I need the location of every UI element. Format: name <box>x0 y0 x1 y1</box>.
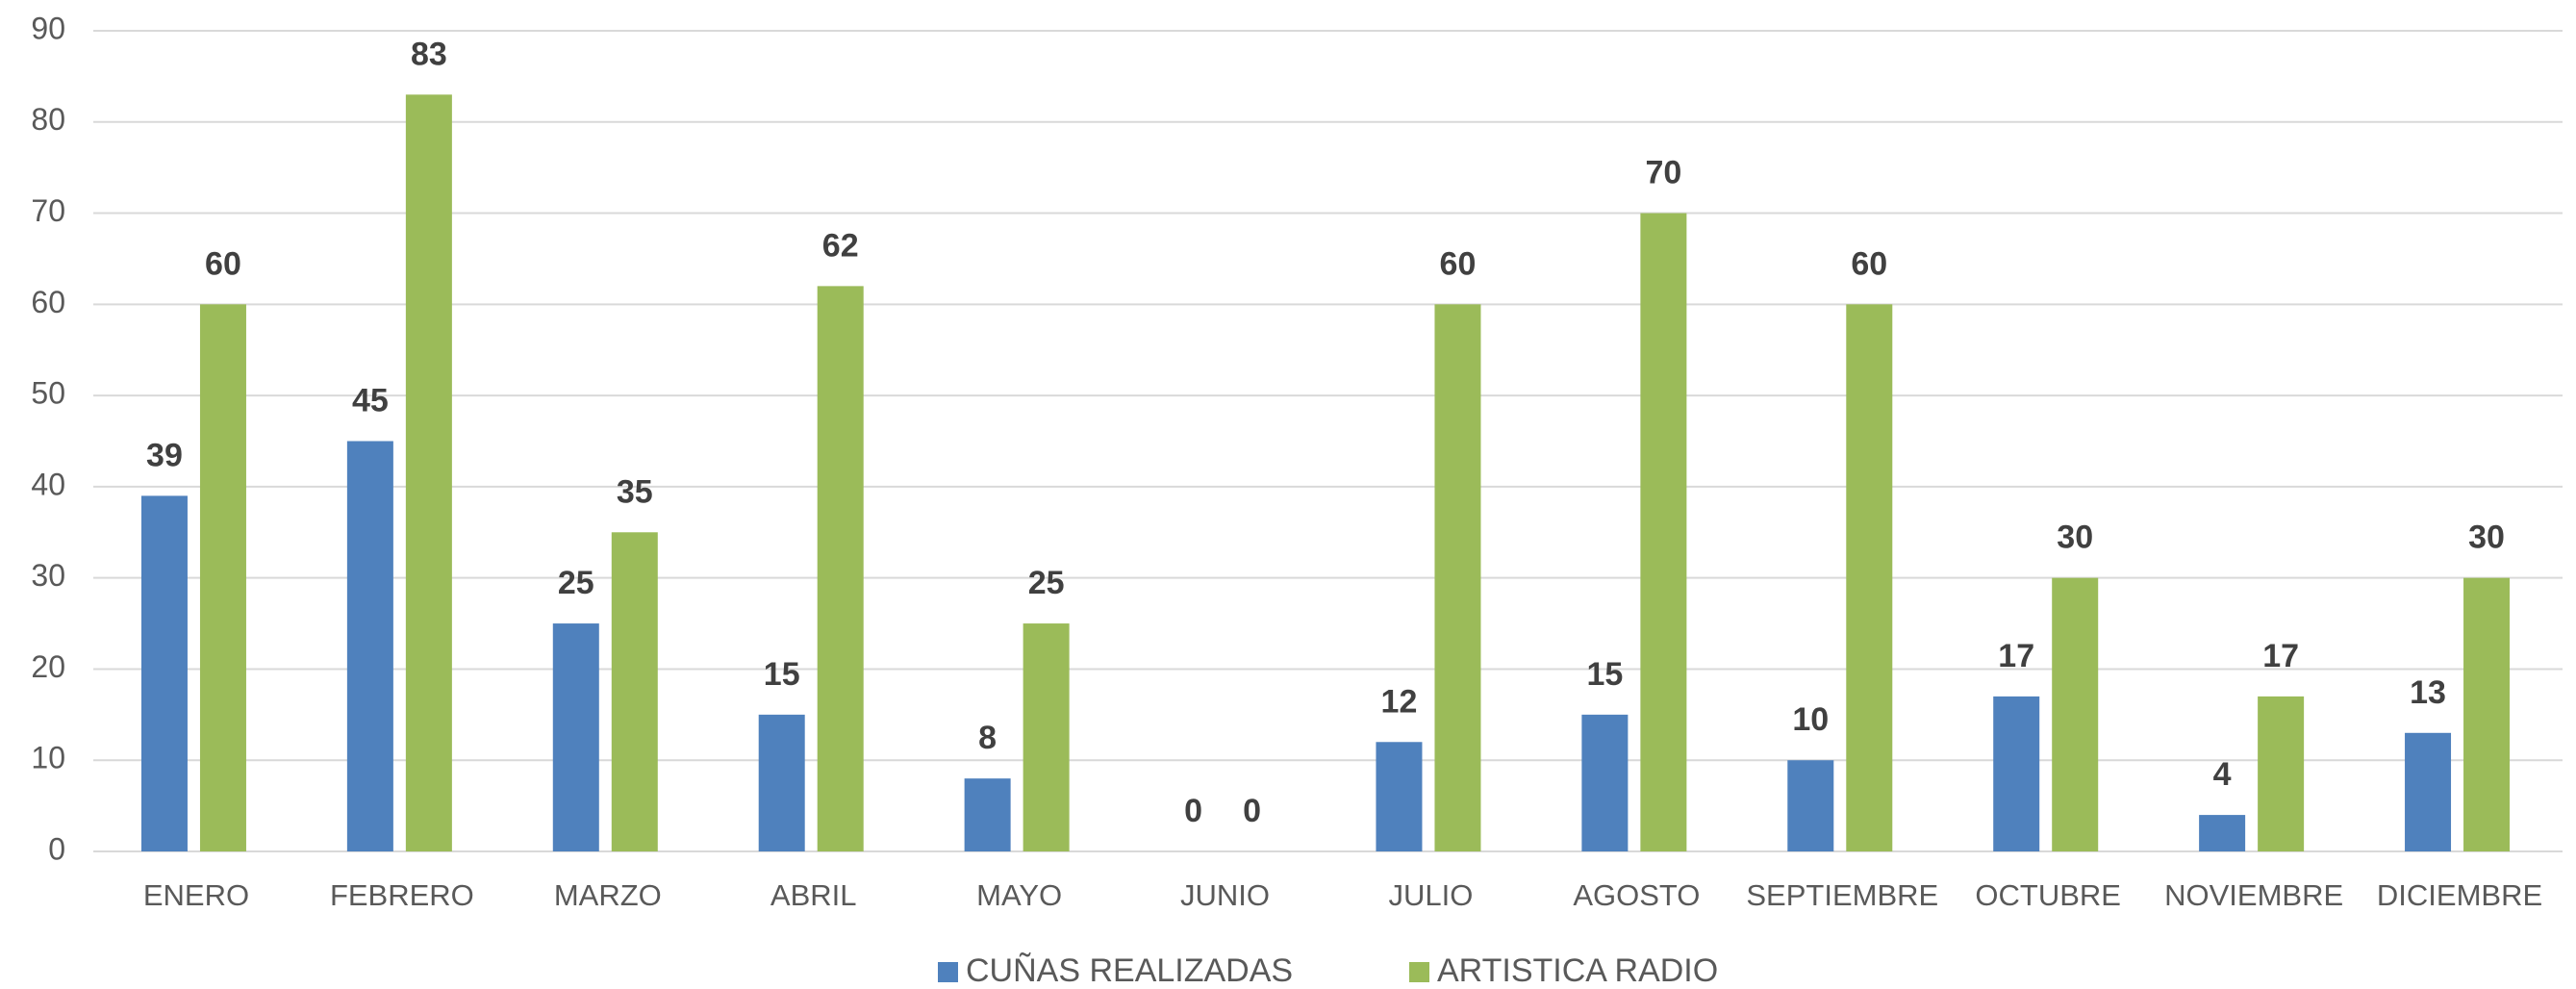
bar <box>1787 760 1834 851</box>
data-label: 60 <box>1851 245 1887 282</box>
x-tick-label: MARZO <box>554 878 662 912</box>
data-label: 4 <box>2213 756 2232 793</box>
y-tick-label: 50 <box>31 376 65 411</box>
x-tick-label: JULIO <box>1389 878 1474 912</box>
bar <box>199 304 246 851</box>
bar <box>140 495 188 851</box>
y-tick-label: 70 <box>31 193 65 228</box>
bar <box>552 623 599 851</box>
data-label: 10 <box>1792 701 1829 738</box>
bar <box>2199 815 2246 851</box>
bar <box>817 286 864 851</box>
data-label: 39 <box>146 437 183 473</box>
bar <box>2052 577 2099 851</box>
x-tick-label: OCTUBRE <box>1975 878 2121 912</box>
x-tick-label: ABRIL <box>770 878 857 912</box>
data-label: 83 <box>411 36 447 72</box>
x-tick-label: NOVIEMBRE <box>2164 878 2343 912</box>
y-tick-label: 20 <box>31 649 65 684</box>
y-tick-label: 10 <box>31 741 65 775</box>
data-label: 0 <box>1243 793 1261 829</box>
y-tick-label: 30 <box>31 558 65 593</box>
bar <box>2463 577 2511 851</box>
data-label: 17 <box>1998 638 2034 674</box>
bar <box>758 714 805 851</box>
x-tick-label: MAYO <box>976 878 1062 912</box>
bar <box>346 441 393 851</box>
data-label: 35 <box>617 473 653 510</box>
bar <box>1023 623 1070 851</box>
y-tick-label: 80 <box>31 102 65 137</box>
bar <box>405 94 452 852</box>
data-label: 17 <box>2262 638 2299 674</box>
bar <box>1434 304 1481 851</box>
legend-swatch <box>938 962 958 982</box>
x-tick-label: FEBRERO <box>330 878 474 912</box>
bar <box>2405 732 2452 851</box>
y-tick-label: 40 <box>31 467 65 501</box>
data-label: 30 <box>2468 520 2505 556</box>
data-label: 45 <box>352 382 389 418</box>
x-tick-label: AGOSTO <box>1573 878 1700 912</box>
bar <box>2258 696 2305 851</box>
bar <box>1846 304 1893 851</box>
data-label: 0 <box>1184 793 1202 829</box>
x-tick-label: ENERO <box>143 878 249 912</box>
bar <box>1581 714 1629 851</box>
y-tick-label: 90 <box>31 11 65 45</box>
data-label: 30 <box>2057 520 2093 556</box>
data-label: 25 <box>1028 565 1065 601</box>
x-tick-label: SEPTIEMBRE <box>1746 878 1938 912</box>
legend-label: ARTISTICA RADIO <box>1437 952 1718 989</box>
data-label: 60 <box>1440 245 1477 282</box>
bar <box>611 532 658 851</box>
y-tick-label: 0 <box>48 831 65 866</box>
bar <box>1640 213 1687 852</box>
bar <box>964 778 1011 851</box>
bar <box>1376 742 1423 851</box>
data-label: 70 <box>1645 155 1681 191</box>
legend-label: CUÑAS REALIZADAS <box>966 952 1293 989</box>
data-label: 12 <box>1381 683 1418 720</box>
y-tick-label: 60 <box>31 285 65 319</box>
data-label: 15 <box>764 656 800 693</box>
data-label: 8 <box>978 720 997 756</box>
data-label: 13 <box>2410 674 2446 711</box>
x-tick-label: JUNIO <box>1180 878 1270 912</box>
bar <box>1993 696 2040 851</box>
data-label: 25 <box>558 565 594 601</box>
data-label: 62 <box>822 227 859 264</box>
legend-swatch <box>1409 962 1429 982</box>
data-label: 60 <box>205 245 241 282</box>
x-tick-label: DICIEMBRE <box>2377 878 2542 912</box>
data-label: 15 <box>1586 656 1623 693</box>
